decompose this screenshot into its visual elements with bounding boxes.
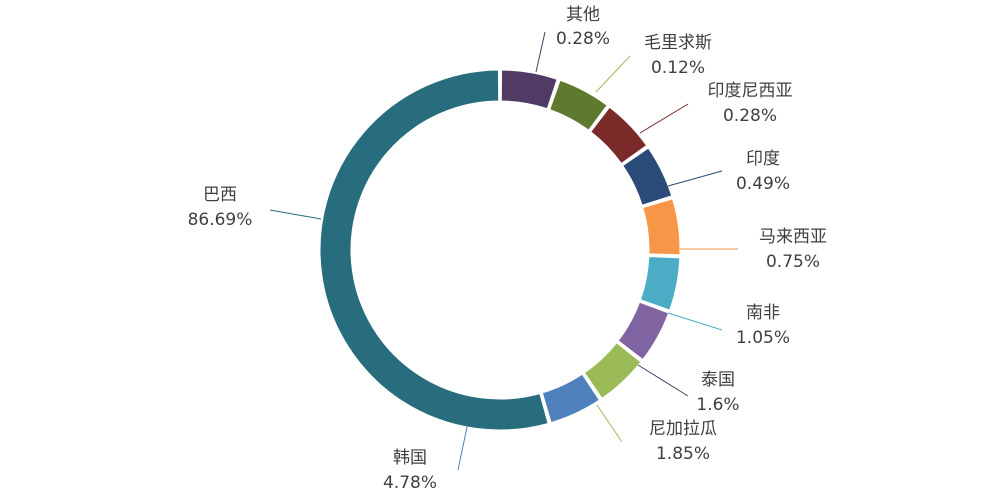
slice-2	[590, 106, 648, 165]
leader-line-8	[457, 426, 468, 471]
slice-label-name-1: 毛里求斯	[644, 33, 712, 53]
slice-label-value-3: 0.49%	[736, 174, 790, 194]
slice-label-value-1: 0.12%	[651, 58, 705, 78]
leader-line-0	[535, 31, 546, 73]
leader-line-7	[596, 404, 623, 443]
leader-lines	[269, 31, 738, 471]
leader-line-6	[637, 364, 689, 397]
slice-6	[617, 301, 670, 361]
slice-label-name-7: 尼加拉瓜	[649, 419, 717, 439]
slice-label-name-5: 南非	[746, 303, 780, 323]
slice-label-name-8: 韩国	[393, 448, 427, 468]
slice-label-value-9: 86.69%	[188, 210, 253, 230]
donut-slices	[319, 69, 681, 431]
slice-labels: 其他 0.28% 毛里求斯 0.12%印度尼西亚 0.28% 印度 0.49% 马来西亚 0.7…	[188, 5, 827, 493]
slice-label-value-2: 0.28%	[723, 106, 777, 126]
slice-7	[583, 342, 642, 400]
slice-label-value-0: 0.28%	[556, 29, 610, 49]
slice-label-name-9: 巴西	[203, 185, 237, 205]
slice-label-value-7: 1.85%	[656, 444, 710, 464]
leader-line-2	[639, 103, 689, 134]
slice-9	[319, 69, 549, 431]
leader-line-3	[667, 170, 723, 187]
slice-0	[500, 69, 558, 110]
slice-label-value-5: 1.05%	[736, 328, 790, 348]
slice-4	[642, 198, 681, 256]
slice-label-value-6: 1.6%	[696, 395, 739, 415]
slice-label-name-4: 马来西亚	[759, 227, 827, 247]
slice-label-value-8: 4.78%	[383, 473, 437, 493]
slice-5	[639, 255, 681, 311]
slice-label-name-2: 印度尼西亚	[708, 81, 793, 101]
slice-label-value-4: 0.75%	[766, 252, 820, 272]
leader-line-5	[667, 312, 723, 331]
slice-label-name-6: 泰国	[701, 370, 735, 390]
slice-label-name-3: 印度	[746, 149, 780, 169]
slice-1	[549, 79, 608, 131]
leader-line-1	[595, 55, 631, 93]
slice-label-name-0: 其他	[566, 5, 600, 25]
leader-line-9	[269, 209, 322, 220]
slice-8	[541, 373, 601, 424]
slice-3	[622, 147, 673, 206]
